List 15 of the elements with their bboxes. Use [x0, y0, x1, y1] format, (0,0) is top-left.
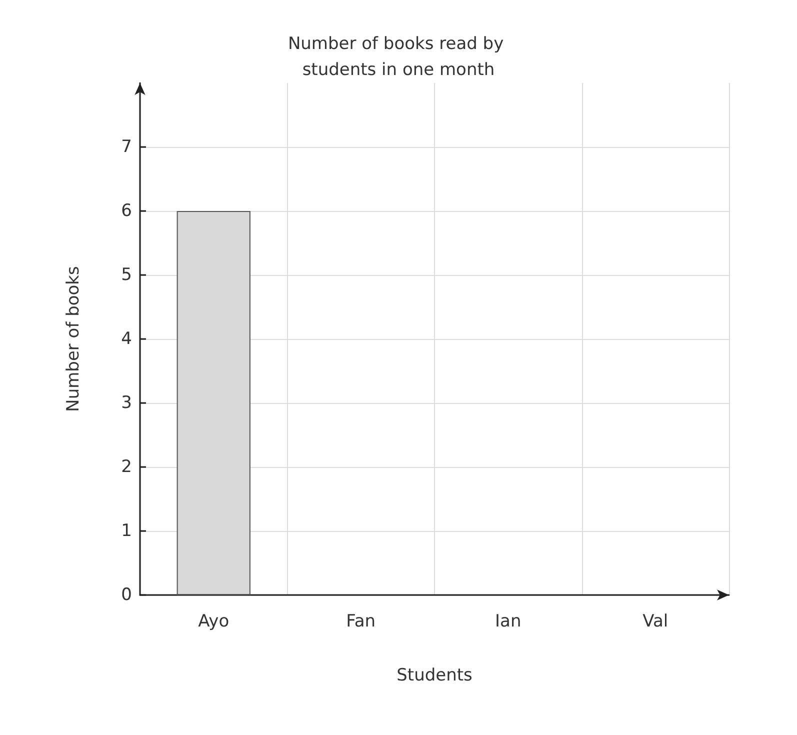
x-tick-label: Val	[642, 612, 668, 632]
y-axis-title: Number of books	[64, 266, 84, 412]
y-tick-label: 5	[121, 265, 132, 285]
x-tick-label: Ian	[495, 612, 522, 632]
x-tick-label: Ayo	[198, 612, 230, 632]
y-tick-label: 2	[121, 457, 132, 477]
chart-title: Number of books read by students in one month	[288, 34, 510, 80]
y-tick-label: 7	[121, 137, 132, 157]
y-tick-label: 1	[121, 521, 132, 541]
x-tick-label: Fan	[346, 612, 376, 632]
y-tick-label: 6	[121, 201, 132, 221]
x-axis-title: Students	[396, 666, 473, 686]
y-tick-label: 0	[121, 585, 132, 605]
y-tick-label: 3	[121, 393, 132, 413]
y-tick-label: 4	[121, 329, 132, 349]
